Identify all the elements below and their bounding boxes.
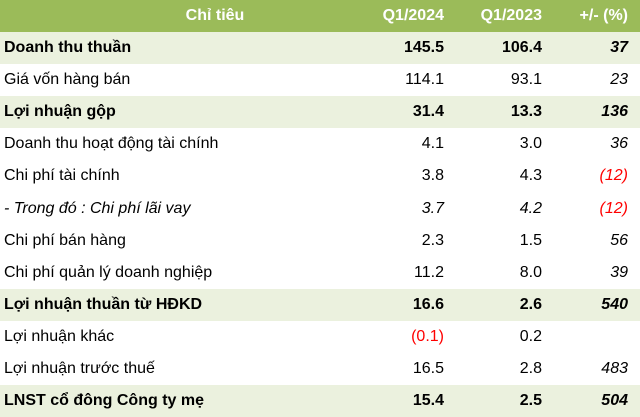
row-label: Lợi nhuận trước thuế [4, 359, 155, 377]
value-q1-2023: 13.3 [444, 96, 542, 129]
row-label: Lợi nhuận thuần từ HĐKD [0, 288, 370, 321]
value-q1-2023: 2.6 [444, 288, 542, 321]
value-q1-2024: (0.1) [411, 327, 444, 345]
table-row: LNST cổ đông Công ty mẹ 15.4 2.5 504 [0, 385, 640, 417]
value-q1-2024: 4.1 [421, 135, 444, 153]
table-row: Lợi nhuận gộp 31.4 13.3 136 [0, 96, 640, 129]
value-change: 39 [610, 263, 628, 281]
value-change: 37 [542, 32, 640, 65]
table-row: Giá vốn hàng bán 114.1 93.1 23 [0, 64, 640, 96]
row-label: Chi phí tài chính [4, 167, 120, 185]
header-q1-2023: Q1/2023 [444, 0, 542, 32]
value-q1-2023: 2.8 [519, 359, 542, 377]
value-q1-2023: 8.0 [519, 263, 542, 281]
row-label: Doanh thu hoạt động tài chính [4, 135, 219, 153]
table-row: Lợi nhuận thuần từ HĐKD 16.6 2.6 540 [0, 288, 640, 321]
value-q1-2023: 1.5 [519, 231, 542, 249]
row-label: Giá vốn hàng bán [4, 71, 131, 89]
value-q1-2024: 145.5 [370, 32, 444, 65]
table-row: Doanh thu thuần 145.5 106.4 37 [0, 32, 640, 65]
header-q1-2024: Q1/2024 [370, 0, 444, 32]
row-label: Chi phí bán hàng [4, 231, 126, 249]
value-q1-2023: 4.2 [519, 199, 542, 217]
row-label: - Trong đó : Chi phí lãi vay [4, 199, 191, 217]
value-q1-2023: 4.3 [519, 167, 542, 185]
table-row: - Trong đó : Chi phí lãi vay 3.7 4.2 (12) [0, 192, 640, 224]
value-q1-2023: 93.1 [510, 71, 542, 89]
value-change: 56 [610, 231, 628, 249]
value-q1-2023: 3.0 [519, 135, 542, 153]
table-row: Lợi nhuận khác (0.1) 0.2 [0, 321, 640, 353]
row-label: LNST cổ đông Công ty mẹ [0, 385, 370, 417]
value-q1-2023: 106.4 [444, 32, 542, 65]
value-q1-2024: 16.6 [370, 288, 444, 321]
value-change: (12) [599, 199, 628, 217]
row-label: Doanh thu thuần [0, 32, 370, 65]
value-q1-2024: 114.1 [405, 71, 444, 89]
row-label: Chi phí quản lý doanh nghiệp [4, 263, 213, 281]
header-row: Chỉ tiêu Q1/2024 Q1/2023 +/- (%) [0, 0, 640, 32]
table-row: Chi phí bán hàng 2.3 1.5 56 [0, 225, 640, 257]
value-change: 36 [610, 135, 628, 153]
value-q1-2024: 3.8 [421, 167, 444, 185]
value-q1-2024: 31.4 [370, 96, 444, 129]
value-q1-2024: 2.3 [421, 231, 444, 249]
header-indicator: Chỉ tiêu [0, 0, 370, 32]
value-change: 136 [542, 96, 640, 129]
table-row: Chi phí tài chính 3.8 4.3 (12) [0, 160, 640, 192]
table-row: Chi phí quản lý doanh nghiệp 11.2 8.0 39 [0, 257, 640, 289]
value-q1-2023: 0.2 [519, 327, 542, 345]
value-change [542, 321, 640, 353]
value-change: (12) [599, 167, 628, 185]
value-change: 504 [542, 385, 640, 417]
value-q1-2024: 11.2 [414, 263, 444, 281]
value-q1-2024: 16.5 [412, 359, 444, 377]
value-q1-2024: 3.7 [421, 199, 444, 217]
value-q1-2023: 2.5 [444, 385, 542, 417]
value-change: 540 [542, 288, 640, 321]
table-row: Lợi nhuận trước thuế 16.5 2.8 483 [0, 353, 640, 385]
table-row: Doanh thu hoạt động tài chính 4.1 3.0 36 [0, 128, 640, 160]
row-label: Lợi nhuận gộp [0, 96, 370, 129]
value-change: 23 [610, 71, 628, 89]
header-change: +/- (%) [542, 0, 640, 32]
value-q1-2024: 15.4 [370, 385, 444, 417]
row-label: Lợi nhuận khác [4, 327, 115, 345]
value-change: 483 [601, 359, 628, 377]
